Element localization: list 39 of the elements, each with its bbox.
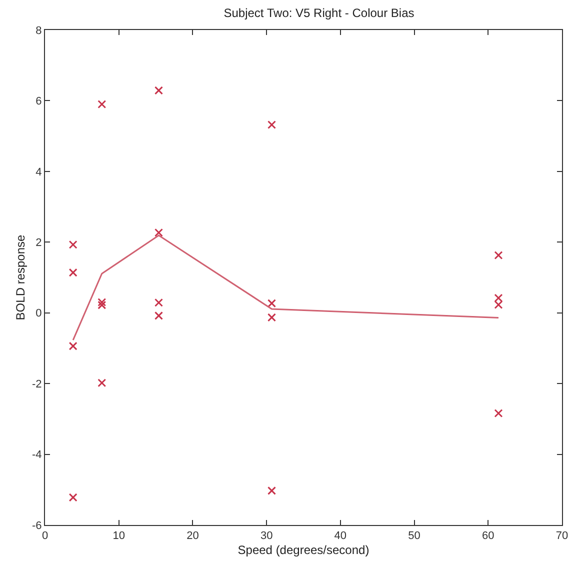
- y-tick-label: -2: [32, 378, 42, 390]
- y-tick-label: -6: [32, 520, 42, 532]
- point: [98, 378, 106, 388]
- point: [154, 228, 163, 237]
- x-axis-title: Speed (degrees/second): [238, 543, 370, 558]
- line-series: [72, 234, 500, 341]
- y-tick-label: 8: [36, 24, 42, 37]
- y-tick-label: 6: [36, 96, 42, 108]
- y-tick-label: -4: [32, 449, 42, 462]
- point: [98, 298, 106, 306]
- point: [154, 298, 163, 307]
- chart-title: Subject Two: V5 Right - Colour Bias: [224, 6, 414, 20]
- point: [494, 294, 503, 302]
- point: [494, 300, 503, 309]
- x-tick-label: 30: [260, 530, 273, 542]
- point: [68, 493, 78, 502]
- x-tick-label: 50: [408, 530, 420, 542]
- y-tick-label: 0: [36, 308, 42, 320]
- point: [154, 86, 163, 95]
- point: [68, 240, 78, 249]
- point: [68, 342, 78, 350]
- point: [267, 299, 276, 308]
- point: [267, 120, 276, 130]
- point: [494, 250, 503, 260]
- point: [98, 100, 106, 108]
- point: [267, 486, 276, 495]
- x-tick-label: 10: [112, 530, 125, 542]
- point: [154, 311, 163, 320]
- point: [68, 268, 78, 277]
- x-tick-label: 20: [186, 530, 199, 542]
- x-tick-label: 60: [482, 530, 494, 542]
- x-tick-label: 40: [334, 530, 347, 542]
- point: [98, 300, 106, 310]
- y-tick-label: 4: [36, 166, 42, 178]
- point: [494, 409, 503, 418]
- point: [267, 313, 276, 322]
- y-tick-label: 2: [36, 236, 42, 249]
- x-tick-label: 70: [556, 530, 568, 542]
- y-axis-title: BOLD response: [13, 234, 28, 320]
